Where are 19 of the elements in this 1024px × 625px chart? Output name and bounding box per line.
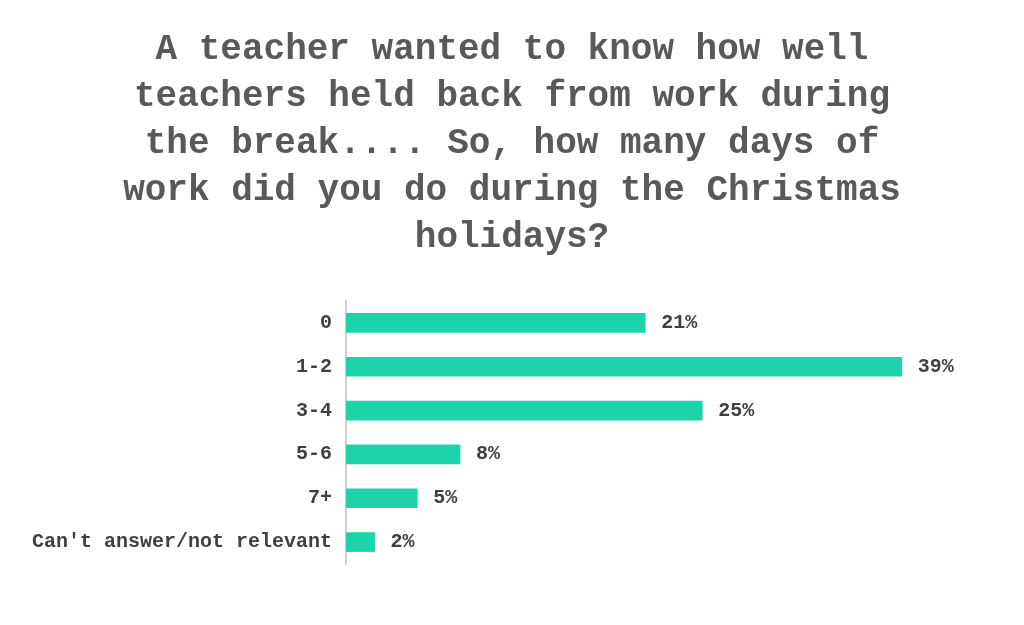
y-tick-label: 3-4 <box>296 398 333 422</box>
data-label: 8% <box>476 442 502 466</box>
bar <box>346 313 646 333</box>
data-label: 39% <box>917 354 955 378</box>
bar <box>346 444 461 465</box>
bar <box>346 488 418 509</box>
bar <box>346 356 903 377</box>
y-tick-label: 5-6 <box>296 442 333 466</box>
data-label: 2% <box>390 530 416 554</box>
data-label: 21% <box>661 310 699 334</box>
data-label: 25% <box>718 398 756 422</box>
bar <box>346 532 375 552</box>
data-label: 5% <box>433 486 459 510</box>
y-tick-label: 1-2 <box>296 354 333 378</box>
y-tick-label: 0 <box>320 310 333 334</box>
chart-title: A teacher wanted to know how well teachers held back from work during the break.... So, how many days of work did you do during the Christmas holidays? <box>122 28 902 260</box>
y-tick-label: Can't answer/not relevant <box>31 530 333 554</box>
bar <box>346 400 703 421</box>
y-tick-label: 7+ <box>308 486 333 510</box>
